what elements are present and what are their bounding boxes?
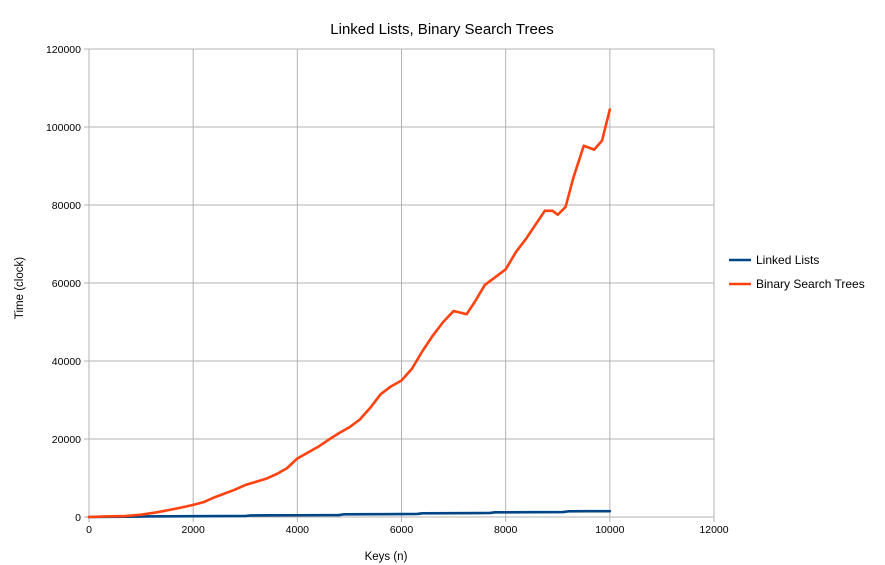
legend: Linked Lists Binary Search Trees <box>729 253 865 291</box>
gridlines <box>84 48 715 522</box>
y-axis-title: Time (clock) <box>14 257 26 319</box>
chart-title: Linked Lists, Binary Search Trees <box>330 21 553 38</box>
y-tick-label: 20000 <box>52 434 81 446</box>
y-tick-labels: 0 20000 40000 60000 80000 100000 120000 <box>46 44 81 524</box>
y-tick-label: 0 <box>75 512 81 524</box>
x-tick-label: 6000 <box>390 524 414 536</box>
legend-label: Binary Search Trees <box>756 277 865 291</box>
legend-label: Linked Lists <box>756 253 819 267</box>
x-tick-label: 8000 <box>494 524 518 536</box>
x-tick-label: 10000 <box>595 524 624 536</box>
x-tick-label: 0 <box>86 524 92 536</box>
y-tick-label: 120000 <box>46 44 81 56</box>
series-lines <box>87 108 612 519</box>
x-tick-labels: 0 2000 4000 6000 8000 10000 12000 <box>86 524 729 536</box>
x-tick-label: 2000 <box>181 524 205 536</box>
x-tick-label: 12000 <box>699 524 728 536</box>
series-line-linked-lists <box>87 509 612 519</box>
y-tick-label: 60000 <box>52 278 81 290</box>
y-tick-label: 40000 <box>52 356 81 368</box>
x-tick-label: 4000 <box>286 524 310 536</box>
y-tick-label: 100000 <box>46 122 81 134</box>
y-tick-label: 80000 <box>52 200 81 212</box>
x-axis-title: Keys (n) <box>365 551 408 563</box>
series-line-binary-search-trees <box>87 108 612 519</box>
